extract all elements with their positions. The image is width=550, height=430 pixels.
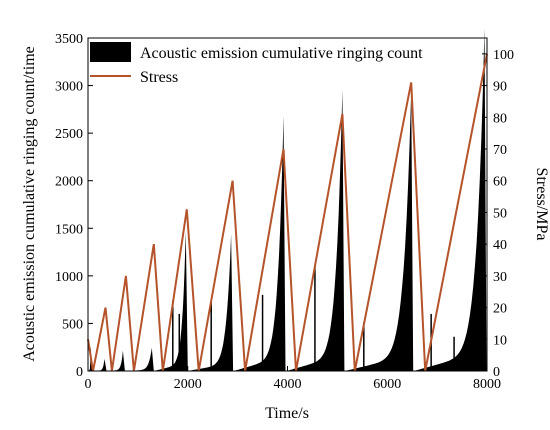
x-tick-label: 0	[85, 377, 92, 392]
left-axis-title: Acoustic emission cumulative ringing cou…	[21, 46, 38, 362]
right-tick-label: 20	[493, 302, 507, 317]
ae-cycle-bar-10	[413, 28, 487, 371]
right-tick-label: 50	[493, 206, 507, 221]
ae-cycle-bar-6	[187, 233, 234, 371]
right-axis-ticks: 0 10 20 30 40 50 60 70 80 90 100	[482, 48, 514, 380]
right-tick-label: 90	[493, 80, 507, 95]
right-tick-label: 30	[493, 270, 507, 285]
ae-cycle-bar-5	[153, 231, 188, 371]
ae-cycle-bar-9	[344, 91, 414, 371]
ae-cycle-bar-7	[233, 115, 286, 371]
legend-label-stress: Stress	[140, 69, 178, 86]
left-tick-label: 0	[76, 365, 83, 380]
legend-swatch-ae	[90, 42, 131, 62]
x-tick-label: 6000	[373, 377, 401, 392]
right-tick-label: 70	[493, 143, 507, 158]
left-tick-label: 1000	[55, 270, 83, 285]
right-tick-label: 40	[493, 238, 507, 253]
right-tick-label: 80	[493, 111, 507, 126]
legend-label-ae: Acoustic emission cumulative ringing cou…	[140, 45, 423, 62]
right-tick-label: 60	[493, 175, 507, 190]
right-tick-label: 10	[493, 333, 507, 348]
x-axis-ticks: 0 2000 4000 6000 8000	[85, 366, 501, 392]
stress-line	[87, 53, 488, 372]
left-tick-label: 1500	[55, 222, 83, 237]
left-tick-label: 3500	[55, 32, 83, 47]
ae-cycle-bar-8	[286, 89, 345, 371]
ae-cycle-bar-2	[93, 358, 107, 371]
right-tick-label: 0	[493, 365, 500, 380]
x-axis-title: Time/s	[265, 405, 309, 422]
right-tick-label: 100	[493, 48, 514, 63]
left-tick-label: 2500	[55, 127, 83, 142]
right-axis-title: Stress/MPa	[533, 168, 550, 241]
x-tick-label: 4000	[274, 377, 302, 392]
x-tick-label: 2000	[174, 377, 202, 392]
left-tick-label: 500	[62, 317, 83, 332]
left-axis-ticks: 0 500 1000 1500 2000 2500 3000 3500	[55, 32, 93, 380]
ae-count-bars	[88, 28, 487, 371]
legend: Acoustic emission cumulative ringing cou…	[90, 42, 423, 86]
ae-cycle-bar-3	[107, 350, 125, 371]
left-tick-label: 2000	[55, 175, 83, 190]
left-tick-label: 3000	[55, 80, 83, 95]
ae-cycle-bar-4	[125, 347, 154, 371]
x-tick-label: 8000	[473, 377, 501, 392]
